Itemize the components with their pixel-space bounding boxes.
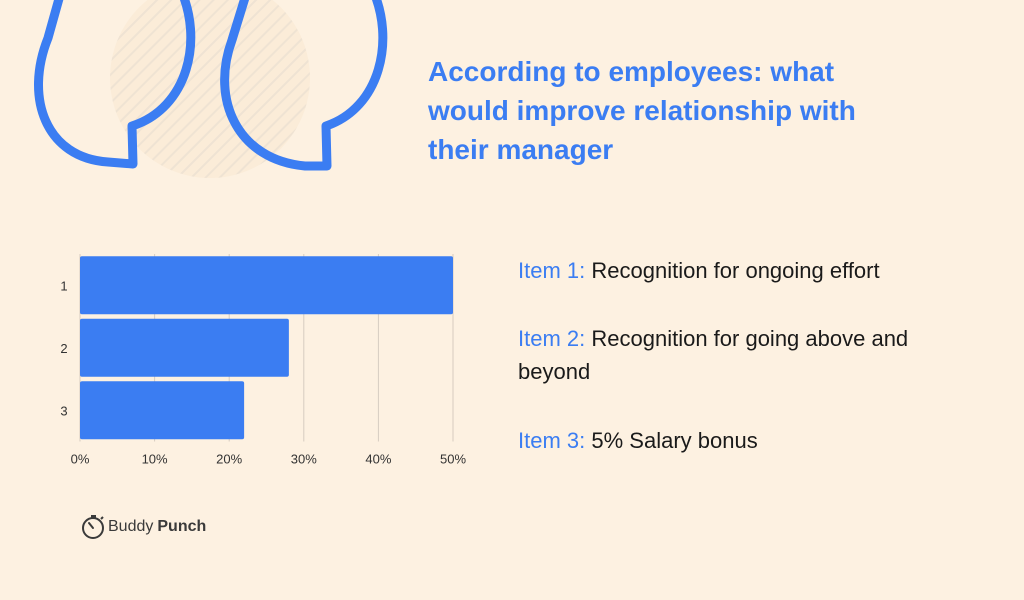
legend-item-3: Item 3: 5% Salary bonus [518, 424, 978, 457]
chart-title: According to employees: what would impro… [428, 56, 856, 165]
left-quote-mark [34, 0, 196, 169]
stopwatch-icon [82, 515, 104, 539]
bar-1 [80, 256, 453, 315]
quote-marks-icon [34, 0, 388, 178]
legend-text: Recognition for ongoing effort [591, 258, 880, 283]
hatched-circle [110, 0, 310, 178]
bars [80, 256, 453, 440]
legend-key: Item 3: [518, 428, 586, 453]
legend-key: Item 1: [518, 258, 586, 283]
x-tick-label: 20% [216, 452, 242, 467]
x-tick-label: 10% [142, 452, 168, 467]
x-tick-label: 30% [291, 452, 317, 467]
category-label: 2 [60, 341, 67, 356]
bar-3 [80, 381, 245, 440]
brand-name-bold: Punch [157, 518, 207, 535]
x-tick-labels: 0% 10% 20% 30% 40% 50% [71, 452, 467, 467]
legend-item-2: Item 2: Recognition for going above and … [518, 322, 978, 388]
x-tick-label: 0% [71, 452, 90, 467]
right-quote-mark [220, 0, 388, 171]
category-labels: 1 2 3 [60, 278, 67, 418]
legend-text: 5% Salary bonus [591, 428, 758, 453]
bar-2 [80, 318, 289, 377]
brand-name: Buddy [108, 518, 154, 535]
x-tick-label: 40% [365, 452, 391, 467]
category-label: 1 [60, 278, 67, 293]
brand-logo: Buddy Punch [80, 512, 206, 542]
category-label: 3 [60, 403, 67, 418]
legend-key: Item 2: [518, 326, 586, 351]
legend-item-1: Item 1: Recognition for ongoing effort [518, 254, 978, 287]
legend-text: Recognition for going above and beyond [518, 326, 909, 384]
x-tick-label: 50% [440, 452, 466, 467]
bar-chart: 1 2 3 0% 10% 20% 30% 40% 50% [60, 254, 467, 467]
